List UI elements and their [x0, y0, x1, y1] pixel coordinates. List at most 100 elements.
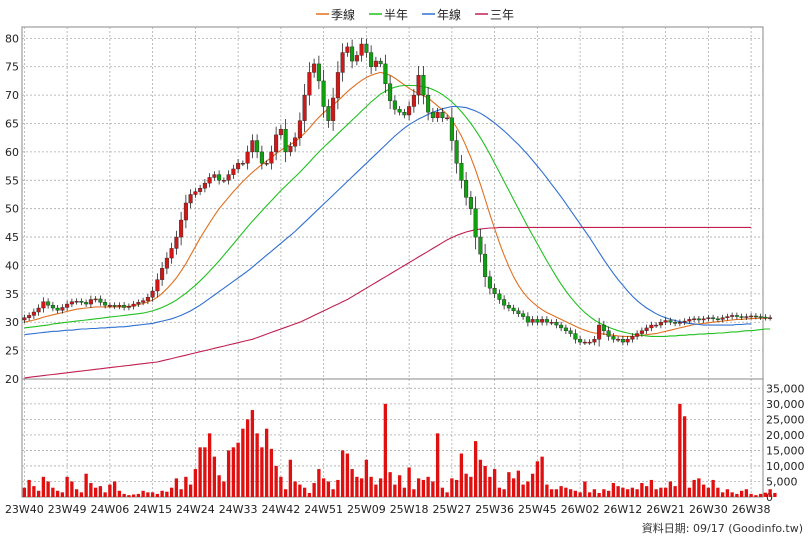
volume-bar: [60, 492, 65, 497]
candle: [616, 336, 621, 343]
candle-body: [682, 320, 687, 323]
candle: [164, 252, 169, 275]
candle: [568, 327, 573, 337]
candle-body: [763, 316, 768, 319]
candle: [231, 164, 236, 179]
volume-bar: [459, 453, 464, 497]
candle: [416, 66, 421, 105]
candle: [730, 312, 735, 320]
candle-body: [350, 46, 355, 62]
candle: [582, 339, 587, 345]
candle: [478, 228, 483, 263]
candle: [46, 298, 51, 309]
candle-body: [250, 140, 255, 153]
candle-body: [701, 318, 706, 321]
volume-bar: [625, 489, 630, 497]
volume-bar: [188, 484, 193, 497]
candle-body: [677, 322, 682, 324]
candle-body: [354, 55, 359, 62]
volume-bar: [758, 493, 763, 497]
candle-body: [630, 336, 635, 340]
candle-body: [435, 111, 440, 119]
volume-bar: [41, 476, 46, 497]
candle-body: [416, 75, 421, 96]
volume-bar: [169, 487, 174, 497]
candle-body: [525, 316, 530, 323]
candle-body: [611, 336, 616, 340]
candle: [706, 314, 711, 322]
candle: [397, 106, 402, 116]
candle-body: [720, 317, 725, 320]
candle: [88, 295, 93, 308]
candle: [758, 313, 763, 320]
volume-bar: [283, 489, 288, 497]
candle: [122, 302, 127, 311]
candle: [530, 316, 535, 326]
candle: [226, 170, 231, 185]
candle: [635, 330, 640, 340]
candle-body: [625, 339, 630, 343]
volume-bar: [749, 493, 753, 497]
candle-body: [302, 94, 307, 121]
x-tick-label: 26W30: [689, 503, 728, 516]
candle-body: [706, 317, 711, 320]
candle-body: [69, 301, 74, 305]
volume-bar: [483, 465, 487, 497]
volume-bar: [36, 490, 41, 497]
candle: [601, 320, 606, 335]
candle: [117, 302, 122, 310]
candle: [663, 317, 668, 326]
volume-bar: [568, 489, 573, 497]
candle: [221, 177, 226, 184]
volume-bar: [554, 489, 559, 497]
candle: [559, 321, 564, 332]
volume-bar: [744, 489, 749, 497]
volume-bar: [317, 469, 321, 497]
candle: [307, 62, 312, 106]
volume-bar: [369, 476, 373, 497]
volume-bar: [583, 481, 587, 497]
candle: [278, 124, 283, 140]
volume-bar: [521, 484, 525, 497]
candle: [720, 314, 725, 323]
volume-bars: [22, 403, 777, 497]
candle: [383, 54, 388, 93]
volume-bar: [559, 486, 563, 497]
candle: [506, 301, 511, 312]
candle-body: [212, 174, 217, 178]
candle-body: [407, 106, 412, 116]
volume-bar: [616, 486, 620, 497]
candle: [677, 319, 682, 327]
candle-body: [654, 324, 659, 327]
candle-body: [549, 322, 554, 324]
volume-bar: [659, 487, 663, 497]
volume-bar: [682, 416, 687, 497]
candle: [155, 273, 160, 298]
volume-bar: [497, 487, 502, 497]
volume-bar: [155, 493, 160, 497]
volume-bar: [127, 495, 131, 497]
volume-bar: [530, 473, 535, 497]
volume-bar: [535, 461, 540, 497]
x-tick-label: 26W02: [561, 503, 600, 516]
candle-body: [369, 52, 374, 67]
candle-body: [231, 168, 236, 175]
candle-body: [734, 315, 739, 317]
candle-body: [744, 316, 749, 318]
candle: [373, 56, 378, 71]
price-tick-label: 75: [5, 61, 19, 74]
volume-bar: [773, 492, 777, 497]
candle-body: [79, 301, 84, 303]
volume-bar: [146, 492, 150, 497]
candle-body: [164, 257, 169, 269]
volume-bar: [255, 433, 259, 497]
candle: [715, 315, 720, 323]
candle: [696, 315, 701, 323]
volume-bar: [507, 472, 511, 497]
candle: [79, 298, 84, 306]
candle-body: [293, 137, 298, 147]
candle-body: [563, 327, 568, 331]
volume-bar: [730, 492, 734, 497]
candle-body: [753, 315, 758, 318]
x-tick-label: 24W33: [219, 503, 258, 516]
